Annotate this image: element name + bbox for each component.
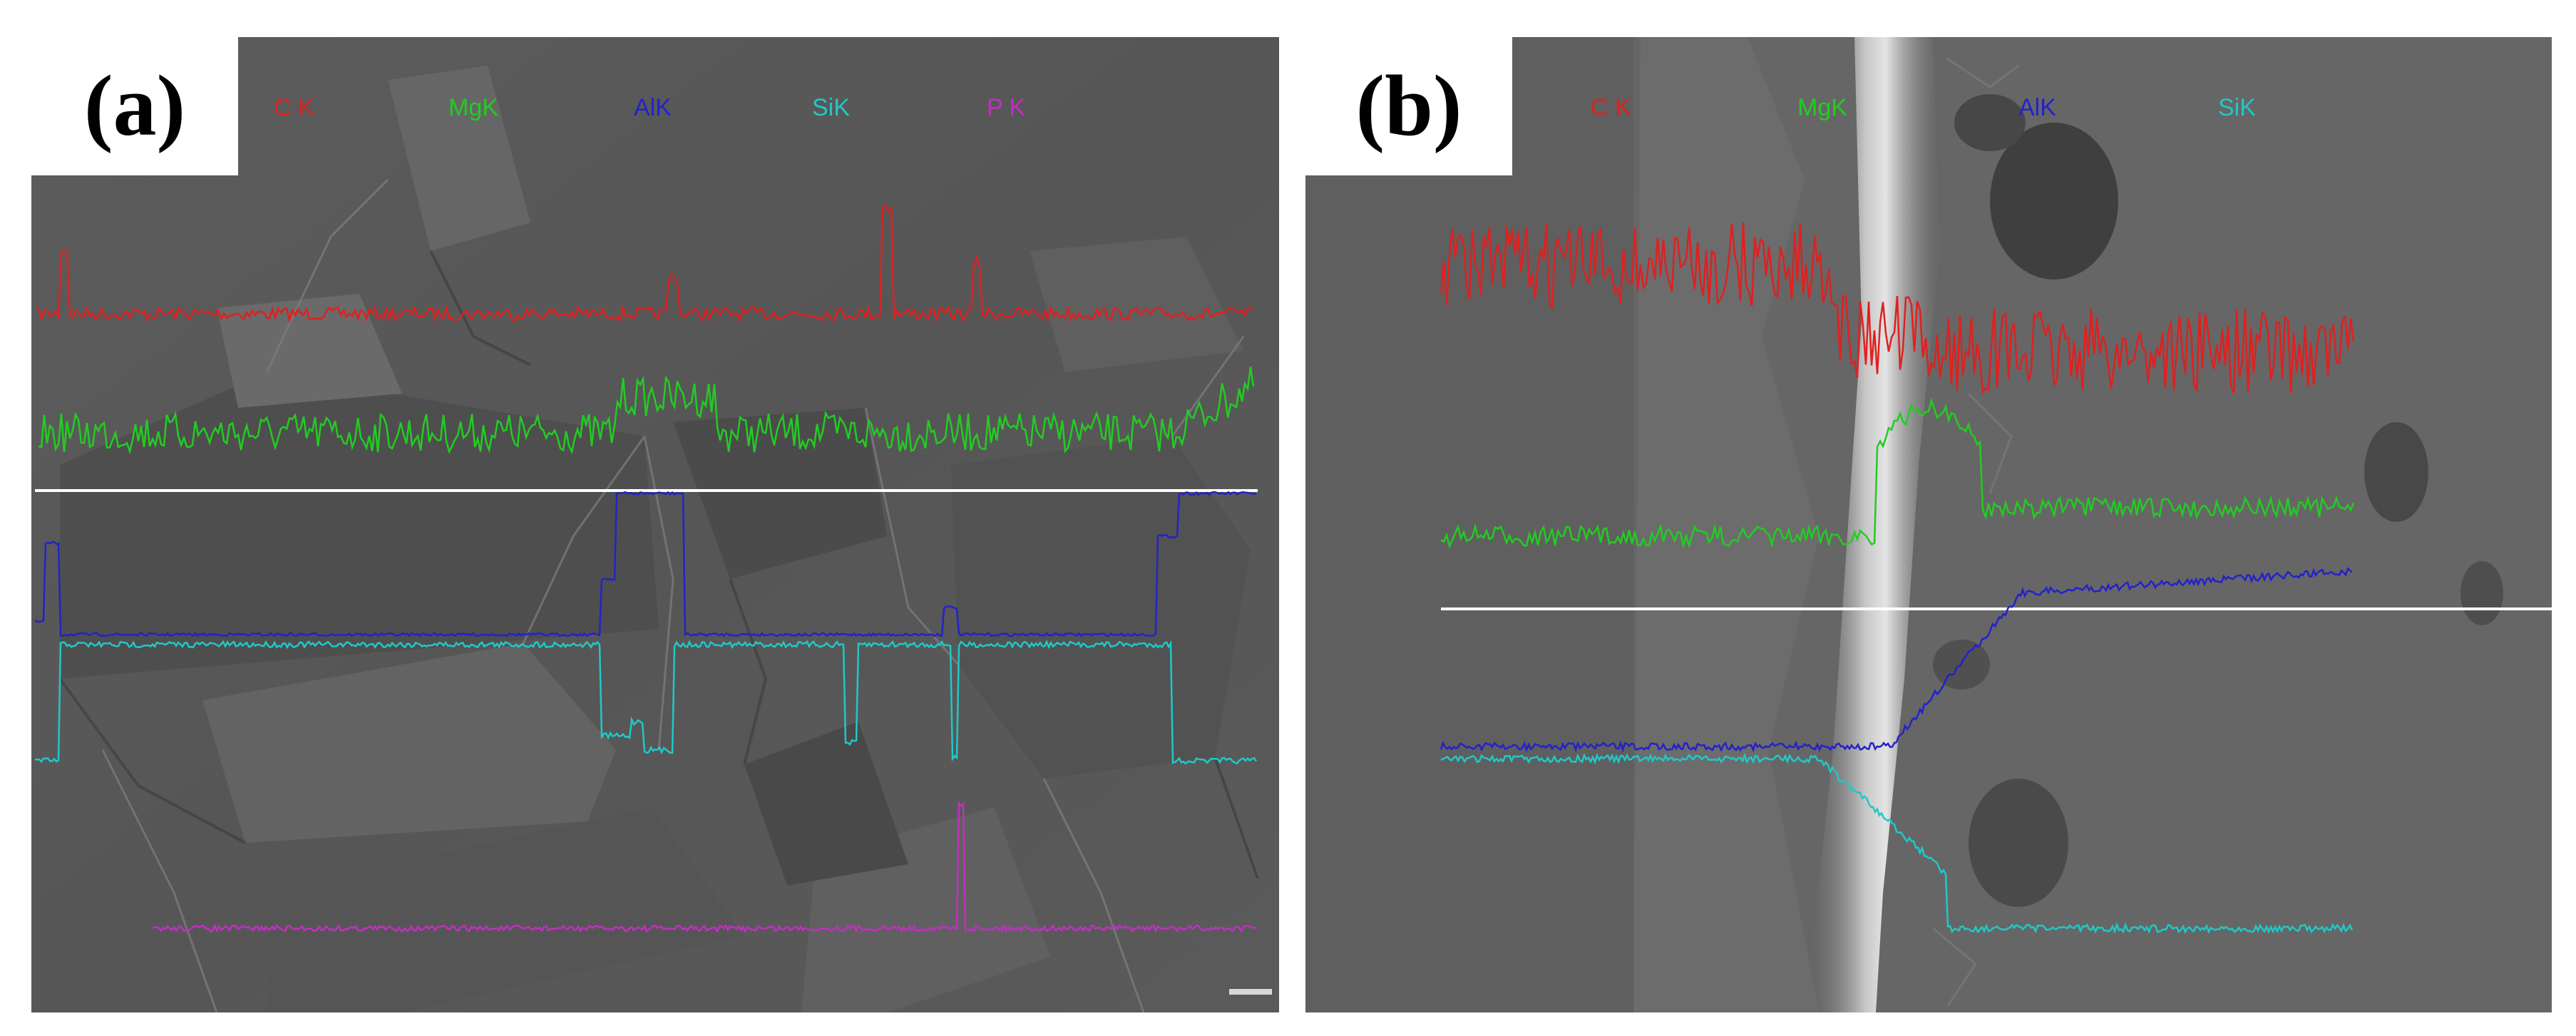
trace-ck-b <box>1440 222 2355 395</box>
sem-micrograph-b <box>1305 37 2552 1012</box>
panel-b: (b) C K MgK AlK SiK <box>1305 37 2552 1012</box>
legend-sik-a: SiK <box>812 94 850 121</box>
legend-pk-a: P K <box>987 94 1026 121</box>
trace-alk-a <box>34 491 1257 637</box>
trace-sik-b <box>1440 752 2354 934</box>
linescan-traces-b <box>1440 222 2552 934</box>
legend-ck-b: C K <box>1591 94 1631 121</box>
trace-sik-a <box>34 640 1258 765</box>
panel-label-a: (a) <box>31 37 238 175</box>
trace-ck-a <box>37 205 1254 324</box>
legend-mgk-b: MgK <box>1797 94 1847 121</box>
trace-mgk-a <box>38 366 1255 455</box>
legend-mgk-a: MgK <box>448 94 498 121</box>
trace-mgk-b <box>1440 397 2355 549</box>
sem-micrograph-a <box>31 37 1279 1012</box>
legend-alk-b: AlK <box>2018 94 2056 121</box>
trace-alk-b <box>1440 567 2353 753</box>
linescan-traces-a <box>34 205 1258 933</box>
panel-label-b: (b) <box>1305 37 1512 175</box>
legend-ck-a: C K <box>274 94 314 121</box>
panel-a: (a) C K MgK AlK SiK P K <box>31 37 1279 1012</box>
legend-sik-b: SiK <box>2218 94 2256 121</box>
trace-pk-a <box>152 800 1257 933</box>
legend-alk-a: AlK <box>634 94 672 121</box>
